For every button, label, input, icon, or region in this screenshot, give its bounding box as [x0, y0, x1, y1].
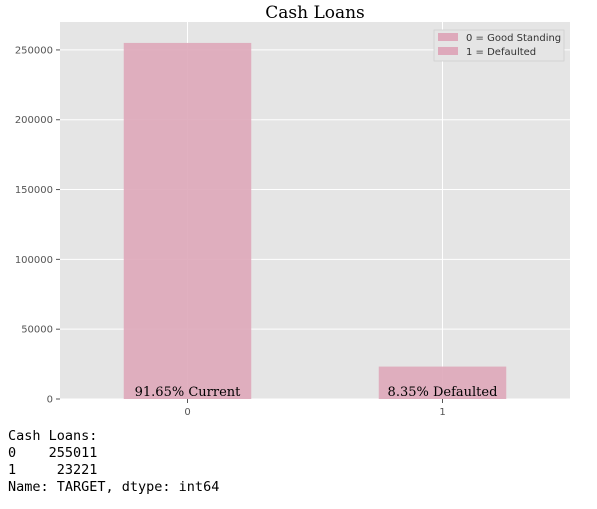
legend-label-defaulted: 1 = Defaulted: [466, 47, 536, 58]
y-tick-label: 0: [47, 395, 53, 406]
bar: [378, 366, 507, 399]
legend: 0 = Good Standing 1 = Defaulted: [433, 29, 565, 62]
bar-annotation: 8.35% Defaulted: [388, 385, 498, 400]
chart-title: Cash Loans: [265, 3, 365, 23]
console-line: 0 255011: [8, 445, 98, 461]
console-line: 1 23221: [8, 462, 98, 478]
x-tick-label: 0: [184, 407, 190, 418]
console-line: Cash Loans:: [8, 428, 98, 444]
y-tick-label: 150000: [15, 185, 53, 196]
axis-ticks: 0 50000 100000 150000 200000 250000 0 1: [15, 45, 446, 418]
y-tick-label: 100000: [15, 255, 53, 266]
x-tick-label: 1: [439, 407, 445, 418]
bars: 91.65% Current 8.35% Defaulted: [123, 42, 507, 400]
console-output: Cash Loans: 0 255011 1 23221 Name: TARGET, …: [8, 428, 219, 496]
y-tick-label: 250000: [15, 45, 53, 56]
bar: [123, 42, 252, 400]
y-tick-label: 200000: [15, 115, 53, 126]
console-line: Name: TARGET, dtype: int64: [8, 479, 220, 495]
bar-annotation: 91.65% Current: [135, 385, 242, 400]
legend-swatch-good-standing: [438, 33, 458, 41]
legend-swatch-defaulted: [438, 47, 458, 55]
y-tick-label: 50000: [21, 325, 53, 336]
bar-chart: 91.65% Current 8.35% Defaulted 0 50000 1000…: [15, 3, 570, 418]
legend-label-good-standing: 0 = Good Standing: [466, 33, 561, 44]
